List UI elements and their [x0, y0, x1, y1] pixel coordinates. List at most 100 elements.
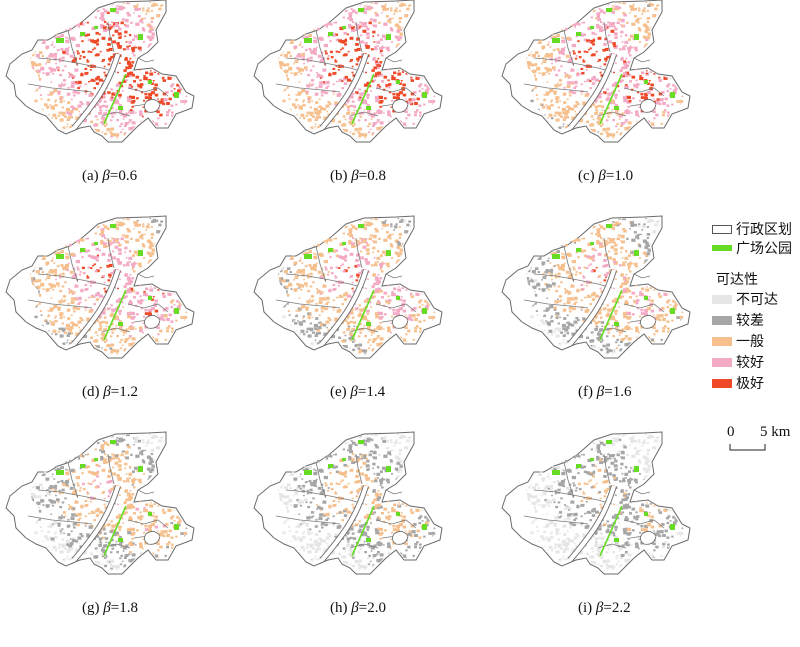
grid-cell	[60, 14, 65, 18]
grid-cell	[31, 251, 34, 254]
grid-cell	[425, 67, 429, 70]
grid-cell	[39, 244, 44, 248]
grid-cell	[584, 113, 587, 116]
grid-cell	[98, 317, 101, 319]
grid-cell	[148, 352, 152, 356]
grid-cell	[671, 22, 675, 26]
grid-cell	[440, 119, 443, 122]
grid-cell	[355, 245, 358, 248]
grid-cell	[78, 359, 80, 361]
grid-cell	[324, 91, 328, 95]
grid-cell	[288, 116, 290, 118]
grid-cell	[97, 254, 99, 257]
grid-cell	[346, 33, 349, 36]
park	[110, 8, 116, 12]
grid-cell	[646, 20, 650, 23]
grid-cell	[140, 123, 145, 127]
grid-cell	[49, 269, 53, 272]
grid-cell	[39, 28, 44, 32]
grid-cell	[162, 76, 165, 79]
grid-cell	[370, 114, 375, 118]
grid-cell	[625, 111, 629, 115]
grid-cell	[171, 53, 175, 56]
grid-cell	[140, 307, 144, 310]
grid-cell	[123, 296, 126, 298]
grid-cell	[72, 91, 75, 94]
district-line	[597, 111, 627, 117]
grid-cell	[55, 8, 58, 11]
grid-cell	[552, 137, 557, 140]
grid-cell	[93, 134, 96, 136]
grid-cell	[377, 327, 381, 331]
grid-cell	[69, 322, 72, 324]
grid-cell	[165, 233, 168, 236]
grid-cell	[333, 22, 335, 24]
grid-cell	[643, 62, 646, 65]
grid-cell	[70, 134, 73, 136]
grid-cell	[171, 243, 176, 247]
grid-cell	[160, 64, 165, 68]
grid-cell	[92, 257, 95, 260]
grid-cell	[368, 85, 372, 88]
grid-cell	[54, 252, 57, 255]
grid-cell	[56, 229, 61, 233]
grid-cell	[135, 291, 140, 295]
grid-cell	[90, 51, 93, 53]
grid-cell	[348, 25, 352, 29]
grid-cell	[416, 2, 421, 5]
grid-cell	[657, 49, 659, 51]
grid-cell	[567, 77, 570, 79]
grid-cell	[433, 95, 436, 97]
grid-cell	[666, 59, 671, 63]
grid-cell	[338, 295, 342, 298]
grid-cell	[546, 71, 548, 73]
grid-cell	[51, 271, 55, 274]
grid-cell	[108, 129, 111, 131]
grid-cell	[189, 252, 190, 255]
grid-cell	[597, 104, 601, 107]
grid-cell	[124, 274, 128, 277]
grid-cell	[683, 8, 686, 11]
grid-cell	[290, 118, 295, 122]
grid-cell	[321, 132, 324, 134]
grid-cell	[376, 84, 380, 87]
grid-cell	[35, 252, 40, 255]
grid-cell	[675, 50, 678, 52]
grid-cell	[440, 91, 444, 94]
grid-cell	[376, 34, 380, 36]
grid-cell	[394, 9, 398, 13]
grid-cell	[86, 275, 89, 277]
grid-cell	[133, 228, 135, 230]
grid-cell	[71, 106, 76, 110]
grid-cell	[536, 67, 541, 71]
grid-cell	[178, 33, 181, 36]
grid-cell	[378, 95, 383, 100]
grid-cell	[146, 9, 150, 13]
grid-cell	[564, 21, 568, 25]
grid-cell	[278, 23, 280, 25]
grid-cell	[60, 230, 65, 234]
grid-cell	[158, 7, 162, 11]
grid-cell	[129, 35, 132, 37]
grid-cell	[285, 5, 290, 9]
grid-cell	[303, 8, 306, 11]
grid-cell	[372, 58, 376, 61]
grid-cell	[326, 232, 331, 236]
grid-cell	[363, 240, 367, 244]
grid-cell	[396, 127, 400, 130]
grid-cell	[399, 120, 403, 123]
panel-caption-c: (c) β=1.0	[578, 168, 633, 185]
grid-cell	[530, 99, 534, 103]
grid-cell	[105, 338, 107, 340]
grid-cell	[178, 9, 180, 11]
grid-cell	[128, 290, 132, 294]
grid-cell	[387, 326, 391, 330]
grid-cell	[50, 283, 54, 287]
grid-cell	[425, 257, 427, 259]
grid-cell	[548, 142, 552, 145]
grid-cell	[613, 25, 616, 28]
grid-cell	[160, 280, 165, 284]
grid-cell	[338, 51, 341, 53]
grid-cell	[41, 124, 44, 127]
grid-cell	[93, 303, 96, 306]
